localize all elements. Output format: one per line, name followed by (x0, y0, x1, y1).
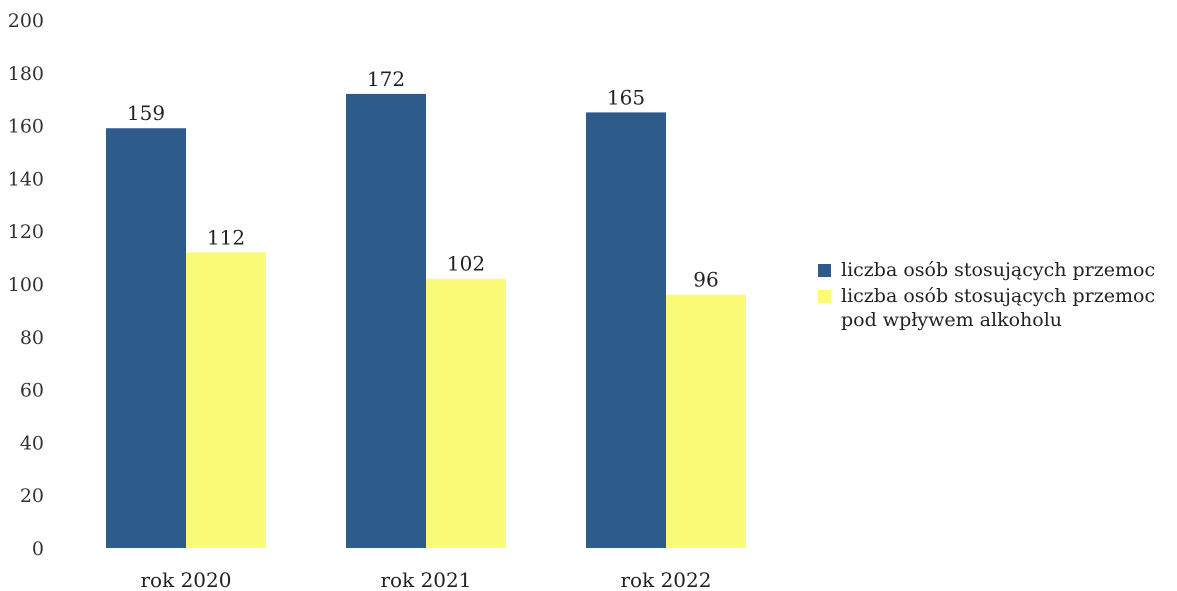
legend-item-series-2: liczba osób stosujących przemoc pod wpły… (818, 284, 1173, 332)
category-label: rok 2022 (621, 568, 712, 591)
bar-series-2-2 (426, 278, 506, 548)
y-tick-label: 200 (8, 10, 44, 32)
data-label-series-2-3: 96 (693, 268, 718, 292)
data-label-series-2-1: 112 (207, 225, 245, 249)
y-tick-label: 180 (8, 63, 44, 85)
bar-series-2-3 (666, 294, 746, 548)
data-label-series-1-3: 165 (607, 85, 645, 109)
bar-series-1-3 (586, 112, 666, 549)
bars (106, 93, 746, 549)
category-label: rok 2021 (381, 568, 472, 591)
legend-label-series-1: liczba osób stosujących przemoc (841, 259, 1156, 281)
y-axis-ticks: 0 20 40 60 80 100 120 140 160 180 200 (8, 10, 44, 560)
bar-chart: 0 20 40 60 80 100 120 140 160 180 200 159 112 172 102… (8, 10, 746, 591)
category-labels: rok 2020 rok 2021 rok 2022 (141, 568, 712, 591)
legend-label-series-2: liczba osób stosujących przemoc pod wpły… (841, 285, 1156, 331)
y-tick-label: 160 (8, 116, 44, 138)
y-tick-label: 40 (20, 432, 44, 454)
bar-series-1-2 (346, 93, 426, 549)
legend-item-series-1: liczba osób stosujących przemoc (818, 258, 1173, 282)
legend: liczba osób stosujących przemoc liczba o… (818, 258, 1173, 334)
data-label-series-1-2: 172 (367, 67, 405, 91)
data-label-series-2-2: 102 (447, 252, 485, 276)
data-label-series-1-1: 159 (127, 101, 165, 125)
y-tick-label: 0 (32, 538, 44, 560)
y-tick-label: 100 (8, 274, 44, 296)
legend-swatch-series-2 (818, 290, 831, 303)
y-tick-label: 20 (20, 485, 44, 507)
y-tick-label: 120 (8, 221, 44, 243)
data-labels: 159 112 172 102 165 96 (127, 67, 719, 292)
bar-series-1-1 (106, 128, 186, 549)
bar-series-2-1 (186, 252, 266, 548)
category-label: rok 2020 (141, 568, 232, 591)
legend-swatch-series-1 (818, 264, 831, 277)
y-tick-label: 80 (20, 327, 44, 349)
y-tick-label: 140 (8, 168, 44, 190)
y-tick-label: 60 (20, 380, 44, 402)
